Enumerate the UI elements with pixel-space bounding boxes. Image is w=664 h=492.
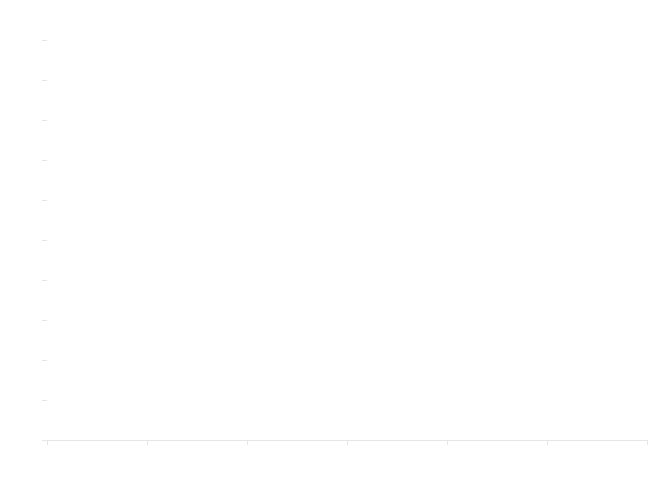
y-axis xyxy=(42,40,47,441)
x-axis xyxy=(47,440,648,445)
